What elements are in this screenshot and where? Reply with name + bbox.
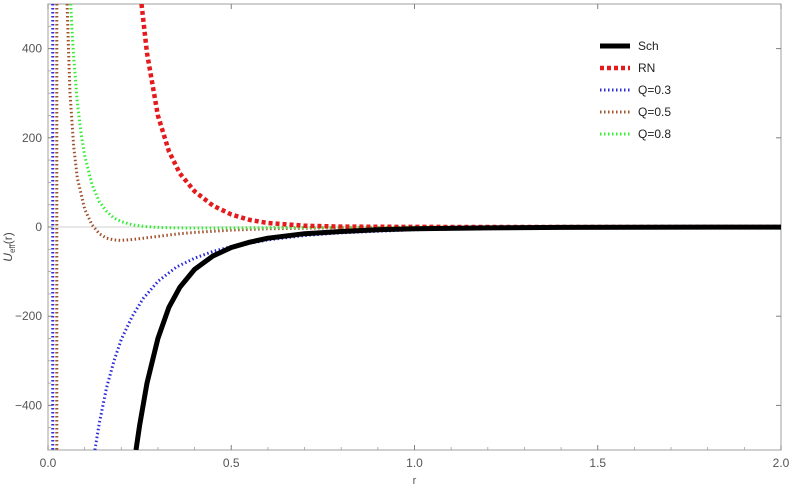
y-tick-label: 0 xyxy=(35,220,42,234)
legend-label: Q=0.8 xyxy=(638,127,671,141)
legend-label: Sch xyxy=(638,39,659,53)
series-layer xyxy=(51,4,781,450)
y-tick-label: 400 xyxy=(22,42,42,56)
x-tick-label: 0.0 xyxy=(40,456,57,470)
series-line-q-0-3 xyxy=(93,225,781,450)
x-axis-label: r xyxy=(413,475,417,487)
series-line-rn xyxy=(139,4,781,230)
y-axis-label: Ueff(r) xyxy=(1,232,17,261)
x-tick-label: 1.5 xyxy=(589,456,606,470)
x-tick-label: 1.0 xyxy=(406,456,423,470)
x-tick-label: 2.0 xyxy=(773,456,789,470)
axes-layer: 0.0 0.5 1.0 1.5 2.0 −400 −200 0 200 400 r Ueff(r) xyxy=(1,3,789,487)
y-tick-label: −200 xyxy=(15,309,42,323)
legend-label: RN xyxy=(638,61,655,75)
series-line-q-0-8 xyxy=(69,4,781,230)
legend-label: Q=0.5 xyxy=(638,105,671,119)
legend: Sch RN Q=0.3 Q=0.5 Q=0.8 xyxy=(600,39,671,141)
series-line-q-0-5 xyxy=(65,4,781,242)
y-tick-label: 200 xyxy=(22,131,42,145)
legend-label: Q=0.3 xyxy=(638,83,671,97)
series-line-sch xyxy=(133,224,781,450)
x-tick-label: 0.5 xyxy=(223,456,240,470)
y-tick-label: −400 xyxy=(15,398,42,412)
